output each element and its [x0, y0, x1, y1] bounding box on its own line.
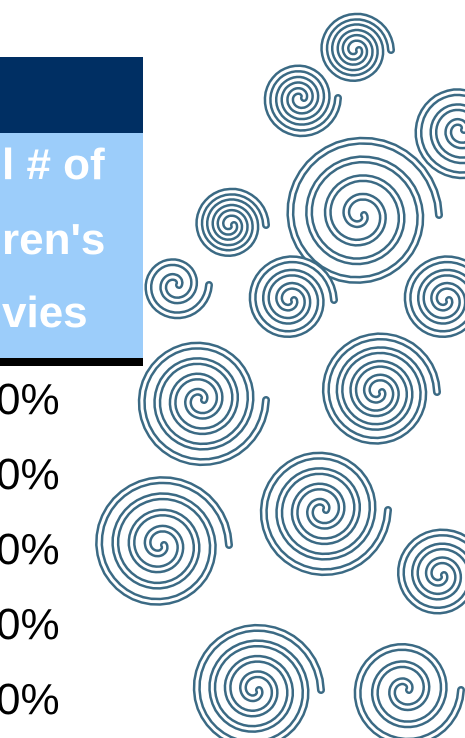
swirl [197, 190, 268, 255]
header-text: ren's [2, 215, 106, 264]
swirl [324, 334, 439, 443]
swirl [266, 66, 340, 135]
percent-cell: 0% [0, 525, 60, 574]
swirl [195, 626, 323, 738]
table-header-bar [0, 57, 143, 133]
swirl [140, 344, 268, 464]
swirl [406, 257, 465, 336]
swirl [251, 257, 336, 336]
header-text: vies [2, 288, 88, 337]
header-cell: l # of ren's vies [0, 133, 143, 358]
percent-cell: 0% [0, 450, 60, 499]
header-text: l # of [2, 140, 105, 189]
swirl [322, 15, 393, 80]
table-rule [0, 358, 143, 366]
percent-cell: 0% [0, 675, 60, 724]
swirl [416, 90, 465, 177]
percent-cell: 0% [0, 600, 60, 649]
swirl [97, 478, 231, 604]
swirl [399, 530, 465, 613]
swirl [414, 88, 465, 180]
swirl [262, 454, 390, 574]
swirl [147, 260, 211, 317]
percent-cell: 0% [0, 375, 60, 424]
swirl [356, 645, 463, 738]
